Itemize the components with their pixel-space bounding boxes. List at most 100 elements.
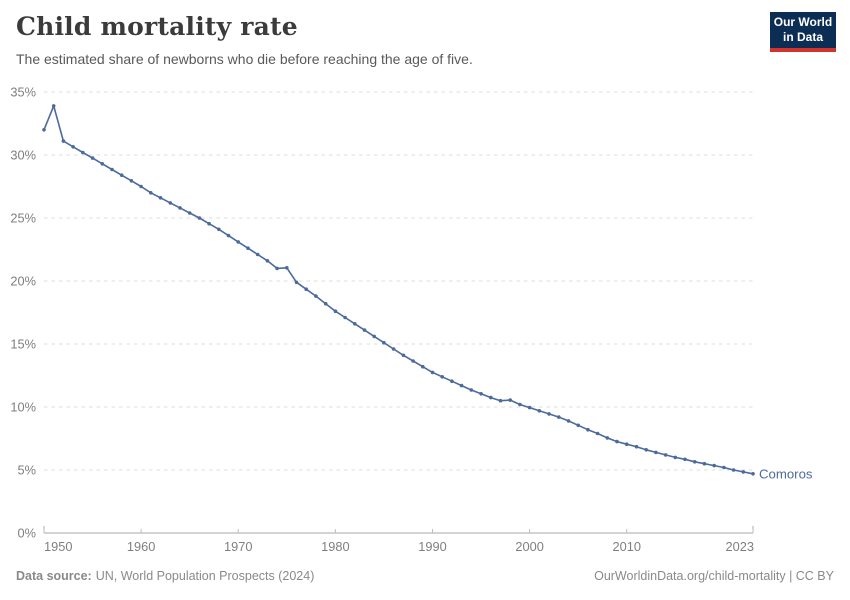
data-point[interactable] [323,301,328,306]
data-point[interactable] [673,455,678,460]
data-point[interactable] [634,444,639,449]
page-subtitle: The estimated share of newborns who die … [16,51,473,67]
data-point[interactable] [489,395,493,400]
data-point[interactable] [71,145,75,149]
chart-canvas: 0% 5% 10% 15% 20% 25% 30% 35% 1950 1960 1970 1980 19… [10,85,813,555]
data-point[interactable] [158,196,163,200]
series-line[interactable] [43,105,754,475]
data-point[interactable] [42,128,46,132]
x-axis-tick-label: 1980 [321,539,349,554]
data-point[interactable] [246,246,250,250]
data-point[interactable] [479,392,483,396]
owid-logo[interactable]: Our World in Data [770,12,836,52]
data-point[interactable] [654,450,658,455]
data-point[interactable] [547,412,551,416]
x-axis-tick-label: 1960 [127,539,155,554]
data-point[interactable] [168,201,173,205]
data-point[interactable] [440,375,445,379]
y-axis-tick-label: 0% [18,526,37,541]
data-point[interactable] [275,266,279,271]
data-point[interactable] [722,465,726,470]
data-point[interactable] [595,431,600,436]
data-point[interactable] [382,340,386,345]
data-point[interactable] [81,150,85,155]
data-source-text: UN, World Population Prospects (2024) [95,569,315,583]
data-point[interactable] [217,227,221,232]
data-point[interactable] [615,439,619,444]
data-point[interactable] [692,460,697,464]
data-point[interactable] [624,442,629,447]
data-point[interactable] [314,294,318,298]
data-point[interactable] [411,359,415,363]
entity-label[interactable]: Comoros [759,466,813,481]
data-point[interactable] [421,364,425,369]
data-point[interactable] [187,211,192,215]
data-point[interactable] [401,353,406,358]
x-axis-tick-label: 2000 [515,539,543,554]
data-point[interactable] [702,461,707,466]
data-point[interactable] [236,240,240,244]
y-axis-tick-label: 15% [10,337,36,352]
data-point[interactable] [741,470,746,474]
data-point[interactable] [178,206,182,210]
data-point[interactable] [712,463,716,468]
x-axis-tick-label: 1970 [224,539,252,554]
data-point[interactable] [576,423,580,428]
y-axis-tick-label: 30% [10,148,36,163]
data-source-label: Data source: [16,569,92,583]
data-point[interactable] [731,468,736,472]
data-point[interactable] [498,398,503,403]
data-point[interactable] [527,405,532,410]
data-point[interactable] [61,139,66,143]
data-point[interactable] [255,252,260,257]
attribution-link[interactable]: OurWorldinData.org/child-mortality | CC … [594,569,834,583]
data-point[interactable] [683,457,687,462]
data-point[interactable] [508,398,512,402]
data-point[interactable] [304,287,309,291]
y-axis-tick-label: 10% [10,400,36,415]
data-point[interactable] [139,184,143,189]
data-point[interactable] [450,379,454,384]
owid-logo-line2: in Data [782,30,823,44]
data-point[interactable] [110,167,114,172]
data-point[interactable] [469,388,474,392]
y-axis-tick-label: 5% [18,463,37,478]
data-point[interactable] [518,402,522,407]
data-point[interactable] [362,328,367,332]
data-point[interactable] [586,427,590,432]
data-point[interactable] [294,280,299,285]
data-point[interactable] [343,315,347,320]
header: Child mortality rate The estimated share… [16,12,756,68]
data-point[interactable] [391,347,396,351]
data-point[interactable] [207,221,211,226]
data-point[interactable] [119,173,124,177]
chart-area: 0% 5% 10% 15% 20% 25% 30% 35% 1950 1960 1970 1980 19… [0,80,850,558]
data-point[interactable] [51,104,56,108]
data-point[interactable] [285,266,289,270]
data-point[interactable] [557,415,561,419]
data-point[interactable] [353,322,357,326]
data-point[interactable] [537,409,542,413]
data-point[interactable] [605,436,610,440]
data-point[interactable] [459,383,464,388]
x-axis-tick-label: 2023 [726,539,754,554]
x-axis-tick-label: 1990 [418,539,446,554]
x-axis-tick-label: 2010 [613,539,641,554]
data-point[interactable] [90,156,95,160]
data-point[interactable] [644,448,648,452]
data-source: Data source: UN, World Population Prospec… [16,568,314,584]
data-point[interactable] [197,216,202,220]
data-point[interactable] [333,309,338,313]
data-point[interactable] [100,162,105,166]
data-point[interactable] [751,472,755,476]
data-point[interactable] [566,419,571,423]
data-point[interactable] [372,334,377,339]
data-point[interactable] [430,370,435,375]
data-point[interactable] [663,453,668,457]
data-point[interactable] [149,191,153,195]
data-point[interactable] [226,233,231,238]
owid-logo-line1: Our World [773,15,833,29]
data-point[interactable] [265,259,270,263]
data-point[interactable] [129,179,134,183]
